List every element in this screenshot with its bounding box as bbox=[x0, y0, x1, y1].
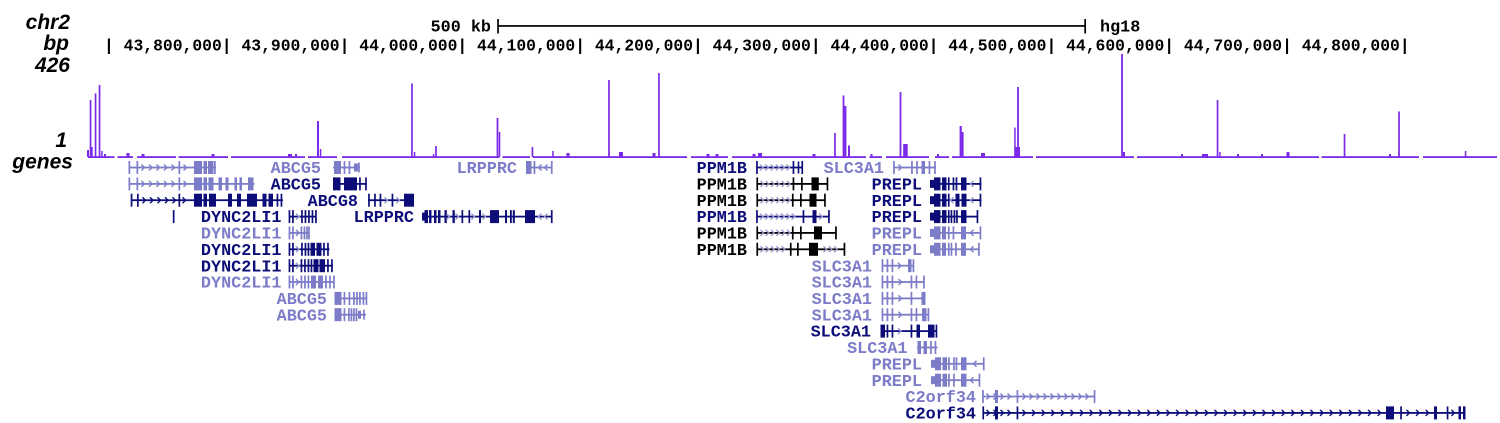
svg-text:PREPL: PREPL bbox=[872, 242, 922, 261]
svg-text:DYNC2LI1: DYNC2LI1 bbox=[201, 209, 282, 228]
svg-text:PREPL: PREPL bbox=[872, 226, 922, 245]
svg-text:PPM1B: PPM1B bbox=[697, 242, 747, 261]
svg-text:SLC3A1: SLC3A1 bbox=[811, 324, 871, 343]
svg-text:PPM1B: PPM1B bbox=[697, 160, 747, 179]
svg-text:| 43,800,000| 43,900,000| 44,0: | 43,800,000| 43,900,000| 44,000,000| 44… bbox=[104, 37, 1410, 56]
svg-text:PPM1B: PPM1B bbox=[697, 226, 747, 245]
svg-text:PREPL: PREPL bbox=[872, 356, 922, 375]
svg-text:SLC3A1: SLC3A1 bbox=[847, 340, 907, 359]
svg-text:PPM1B: PPM1B bbox=[697, 193, 747, 212]
svg-text:SLC3A1: SLC3A1 bbox=[824, 160, 884, 179]
svg-text:ABCG5: ABCG5 bbox=[271, 177, 321, 196]
svg-text:SLC3A1: SLC3A1 bbox=[812, 307, 872, 326]
svg-text:LRPPRC: LRPPRC bbox=[457, 160, 517, 179]
svg-text:LRPPRC: LRPPRC bbox=[354, 209, 414, 228]
svg-text:PPM1B: PPM1B bbox=[697, 177, 747, 196]
svg-text:DYNC2LI1: DYNC2LI1 bbox=[201, 242, 282, 261]
svg-text:chr2: chr2 bbox=[26, 11, 71, 34]
svg-text:ABCG8: ABCG8 bbox=[308, 193, 358, 212]
svg-text:bp: bp bbox=[43, 32, 69, 55]
svg-text:C2orf34: C2orf34 bbox=[906, 389, 977, 408]
svg-text:genes: genes bbox=[11, 151, 73, 174]
svg-text:426: 426 bbox=[34, 54, 70, 77]
svg-text:PPM1B: PPM1B bbox=[697, 209, 747, 228]
svg-text:ABCG5: ABCG5 bbox=[271, 160, 321, 179]
svg-text:SLC3A1: SLC3A1 bbox=[812, 291, 872, 310]
svg-text:SLC3A1: SLC3A1 bbox=[812, 258, 872, 277]
svg-text:C2orf34: C2orf34 bbox=[906, 406, 977, 423]
svg-text:hg18: hg18 bbox=[1100, 19, 1140, 38]
svg-text:PREPL: PREPL bbox=[872, 193, 922, 212]
svg-text:SLC3A1: SLC3A1 bbox=[812, 275, 872, 294]
svg-text:DYNC2LI1: DYNC2LI1 bbox=[201, 258, 282, 277]
svg-text:ABCG5: ABCG5 bbox=[277, 291, 327, 310]
svg-text:PREPL: PREPL bbox=[872, 177, 922, 196]
svg-text:DYNC2LI1: DYNC2LI1 bbox=[201, 226, 282, 245]
svg-text:PREPL: PREPL bbox=[872, 209, 922, 228]
svg-text:ABCG5: ABCG5 bbox=[277, 307, 327, 326]
svg-text:1: 1 bbox=[55, 129, 67, 152]
svg-text:DYNC2LI1: DYNC2LI1 bbox=[201, 275, 282, 294]
svg-text:500 kb: 500 kb bbox=[431, 19, 491, 38]
svg-text:PREPL: PREPL bbox=[872, 373, 922, 392]
